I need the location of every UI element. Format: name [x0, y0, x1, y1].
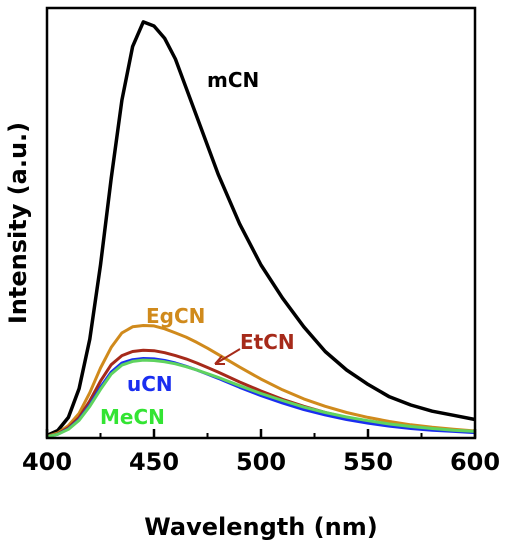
x-axis-ticks	[45, 429, 477, 438]
series-line-mcn	[46, 20, 476, 438]
series-label-egcn: EgCN	[146, 304, 205, 328]
series-label-mcn: mCN	[207, 68, 259, 92]
y-axis-title: Intensity (a.u.)	[4, 122, 32, 324]
x-tick-label: 600	[450, 448, 500, 476]
etcn-arrow	[214, 348, 241, 365]
series-label-ucn: uCN	[127, 372, 173, 396]
x-tick-label: 450	[129, 448, 179, 476]
x-axis-tick-labels: 400 450 500 550 600	[22, 448, 500, 476]
x-tick-label: 400	[22, 448, 72, 476]
series-line-egcn	[46, 324, 476, 438]
series-labels: mCN EgCN EtCN uCN MeCN	[100, 68, 295, 429]
plot-curves	[46, 20, 476, 439]
series-line-mecn	[46, 358, 476, 439]
series-label-mecn: MeCN	[100, 405, 165, 429]
x-axis-title: Wavelength (nm)	[144, 513, 377, 541]
series-label-etcn: EtCN	[240, 330, 295, 354]
x-tick-label: 550	[343, 448, 393, 476]
x-tick-label: 500	[236, 448, 286, 476]
